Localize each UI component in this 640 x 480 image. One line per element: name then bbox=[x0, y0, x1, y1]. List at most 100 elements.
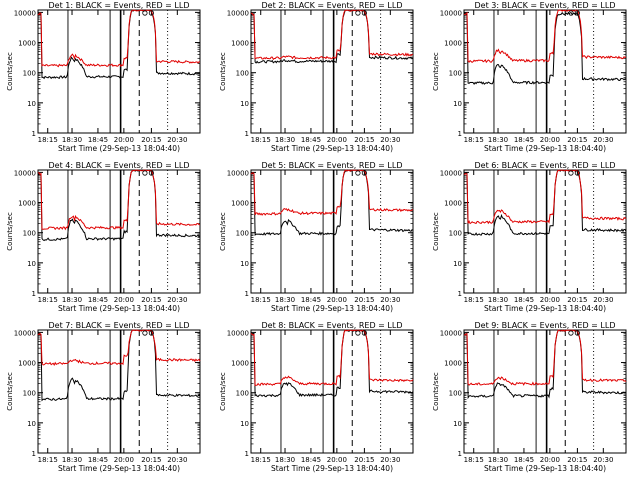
x-tick-label: 18:15 bbox=[251, 456, 271, 464]
y-tick-label: 100 bbox=[23, 390, 36, 398]
panel-title: Det 8: BLACK = Events, RED = LLD bbox=[262, 321, 403, 330]
x-axis-label: Start Time (29-Sep-13 18:04:40) bbox=[484, 304, 606, 313]
x-tick-label: 20:30 bbox=[593, 296, 613, 304]
x-tick-label: 20:30 bbox=[593, 456, 613, 464]
panel-title: Det 9: BLACK = Events, RED = LLD bbox=[475, 321, 616, 330]
plot-frame bbox=[250, 329, 414, 454]
y-tick-label: 1 bbox=[245, 130, 249, 138]
plot-frame bbox=[463, 169, 627, 294]
x-tick-label: 18:45 bbox=[514, 456, 534, 464]
x-tick-label: 20:30 bbox=[167, 296, 187, 304]
panel-det-9: Det 9: BLACK = Events, RED = LLD 1 10 100 10… bbox=[432, 321, 627, 473]
y-tick-label: 1 bbox=[458, 290, 462, 298]
y-axis-label: Counts/sec bbox=[219, 372, 227, 411]
x-tick-label: 18:45 bbox=[514, 136, 534, 144]
y-tick-label: 10000 bbox=[440, 169, 462, 177]
series-line-lld bbox=[463, 169, 627, 225]
y-tick-label: 100 bbox=[23, 230, 36, 238]
series-line-events bbox=[37, 9, 201, 80]
y-tick-label: 10 bbox=[453, 420, 462, 428]
x-axis-label: Start Time (29-Sep-13 18:04:40) bbox=[271, 144, 393, 153]
y-tick-label: 1 bbox=[32, 130, 36, 138]
series-line-events bbox=[463, 11, 627, 86]
y-tick-label: 1000 bbox=[18, 40, 36, 48]
attenuator-marker bbox=[361, 170, 367, 176]
panel-title: Det 5: BLACK = Events, RED = LLD bbox=[262, 161, 403, 170]
series-line-events bbox=[250, 9, 414, 64]
x-axis-label: Start Time (29-Sep-13 18:04:40) bbox=[58, 144, 180, 153]
panel-det-5: Det 5: BLACK = Events, RED = LLD 1 10 100 10… bbox=[219, 161, 414, 313]
x-tick-label: 20:00 bbox=[327, 136, 347, 144]
y-tick-label: 1000 bbox=[444, 360, 462, 368]
series-line-lld bbox=[250, 9, 414, 61]
x-tick-label: 20:15 bbox=[567, 136, 587, 144]
x-tick-label: 18:15 bbox=[464, 136, 484, 144]
y-axis-label: Counts/sec bbox=[219, 52, 227, 91]
attenuator-marker bbox=[142, 170, 148, 176]
x-tick-label: 18:45 bbox=[514, 296, 534, 304]
y-tick-label: 1000 bbox=[444, 40, 462, 48]
y-tick-label: 10000 bbox=[440, 329, 462, 337]
x-tick-label: 18:15 bbox=[251, 136, 271, 144]
series-line-lld bbox=[250, 169, 414, 216]
attenuator-marker bbox=[148, 170, 154, 176]
plot-frame bbox=[250, 169, 414, 294]
plot-frame bbox=[37, 9, 201, 134]
x-tick-label: 20:00 bbox=[114, 456, 134, 464]
y-tick-label: 10000 bbox=[14, 329, 36, 337]
attenuator-marker bbox=[148, 10, 154, 16]
y-axis-label: Counts/sec bbox=[432, 52, 440, 91]
attenuator-marker bbox=[355, 330, 361, 336]
y-tick-label: 100 bbox=[236, 390, 249, 398]
x-tick-label: 18:15 bbox=[38, 296, 58, 304]
attenuator-marker bbox=[574, 330, 581, 336]
y-tick-label: 10000 bbox=[227, 9, 249, 17]
attenuator-marker bbox=[355, 10, 361, 16]
panel-det-2: Det 2: BLACK = Events, RED = LLD 1 10 100 10… bbox=[219, 1, 414, 153]
series-line-events bbox=[37, 169, 200, 242]
panel-title: Det 3: BLACK = Events, RED = LLD bbox=[475, 1, 616, 10]
attenuator-marker bbox=[568, 330, 574, 336]
x-tick-label: 20:15 bbox=[354, 296, 374, 304]
x-tick-label: 20:15 bbox=[354, 456, 374, 464]
x-axis-label: Start Time (29-Sep-13 18:04:40) bbox=[484, 464, 606, 473]
y-tick-label: 1 bbox=[245, 450, 249, 458]
attenuator-marker bbox=[142, 330, 148, 336]
series-line-lld bbox=[250, 329, 414, 387]
plot-frame bbox=[37, 169, 201, 294]
panel-det-8: Det 8: BLACK = Events, RED = LLD 1 10 100 10… bbox=[219, 321, 414, 473]
x-tick-label: 20:15 bbox=[567, 456, 587, 464]
y-tick-label: 100 bbox=[449, 390, 462, 398]
y-tick-label: 10 bbox=[27, 420, 36, 428]
series-line-events bbox=[37, 329, 201, 402]
y-tick-label: 10 bbox=[27, 100, 36, 108]
attenuator-marker bbox=[355, 170, 361, 176]
y-tick-label: 100 bbox=[236, 70, 249, 78]
attenuator-marker bbox=[361, 330, 367, 336]
series-line-events bbox=[251, 329, 414, 398]
panel-det-6: Det 6: BLACK = Events, RED = LLD 1 10 100 10… bbox=[432, 161, 627, 313]
attenuator-marker bbox=[568, 170, 574, 176]
attenuator-marker bbox=[574, 170, 581, 176]
y-tick-label: 1000 bbox=[444, 200, 462, 208]
x-tick-label: 20:30 bbox=[380, 456, 400, 464]
x-tick-label: 20:00 bbox=[327, 456, 347, 464]
attenuator-marker bbox=[574, 10, 581, 16]
x-tick-label: 18:45 bbox=[88, 456, 108, 464]
y-axis-label: Counts/sec bbox=[6, 372, 14, 411]
series-line-lld bbox=[464, 9, 627, 64]
series-line-lld bbox=[37, 169, 201, 231]
series-line-events bbox=[250, 169, 414, 237]
series-line-events bbox=[463, 329, 627, 400]
x-tick-label: 18:30 bbox=[488, 456, 508, 464]
y-axis-label: Counts/sec bbox=[432, 212, 440, 251]
x-tick-label: 18:45 bbox=[88, 136, 108, 144]
x-tick-label: 18:45 bbox=[88, 296, 108, 304]
y-tick-label: 100 bbox=[236, 230, 249, 238]
panel-title: Det 1: BLACK = Events, RED = LLD bbox=[49, 1, 190, 10]
y-tick-label: 10000 bbox=[14, 9, 36, 17]
y-tick-label: 100 bbox=[449, 70, 462, 78]
x-tick-label: 20:30 bbox=[380, 136, 400, 144]
y-tick-label: 10 bbox=[27, 260, 36, 268]
plot-frame bbox=[463, 329, 627, 454]
